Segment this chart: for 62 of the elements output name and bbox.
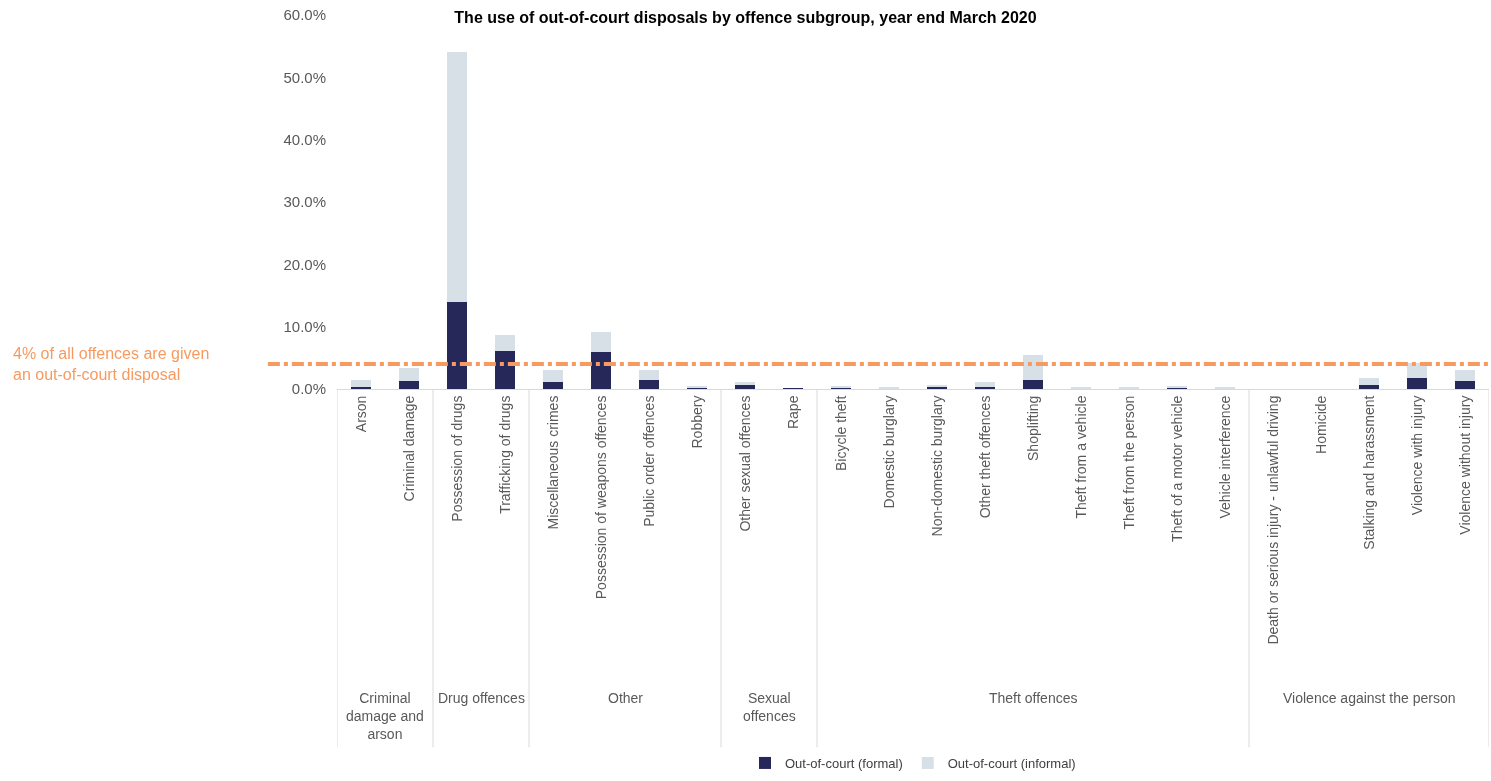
x-tick-label: Theft of a motor vehicle xyxy=(1168,395,1185,542)
bar xyxy=(975,381,995,388)
bar xyxy=(495,350,515,389)
bar xyxy=(591,352,611,389)
legend-label: Out-of-court (formal) xyxy=(785,756,903,772)
bar xyxy=(1455,380,1475,389)
bar xyxy=(495,335,515,351)
x-tick-label: Non-domestic burglary xyxy=(928,395,945,537)
y-tick-label: 20.0% xyxy=(283,255,326,273)
text: Other xyxy=(608,690,644,706)
y-tick-label: 60.0% xyxy=(283,6,326,24)
x-tick-label: Death or serious injury - unlawful driving xyxy=(1264,395,1281,645)
x-tick-label: Shoplifting xyxy=(1024,395,1041,461)
bar xyxy=(543,370,563,382)
bar xyxy=(447,301,467,389)
bar xyxy=(399,380,419,389)
x-tick-label: Miscellaneous crimes xyxy=(544,395,561,530)
x-tick-label: Vehicle interference xyxy=(1216,395,1233,519)
bar xyxy=(1407,377,1427,389)
bar xyxy=(639,369,659,381)
text: Criminal damage and arson xyxy=(346,690,424,743)
y-tick-label: 40.0% xyxy=(283,130,326,148)
text: Theft offences xyxy=(989,690,1078,706)
bar xyxy=(1455,369,1475,381)
x-tick-label: Stalking and harassment xyxy=(1360,395,1377,550)
bar xyxy=(447,51,467,302)
y-tick-label: 10.0% xyxy=(283,317,326,335)
bar xyxy=(543,381,563,389)
text: Sexual offences xyxy=(743,690,796,725)
bar xyxy=(591,332,611,353)
x-tick-label: Theft from a vehicle xyxy=(1072,395,1089,519)
legend-label: Out-of-court (informal) xyxy=(947,756,1076,772)
x-tick-label: Violence with injury xyxy=(1408,395,1425,516)
x-tick-label: Homicide xyxy=(1312,395,1329,454)
x-tick-label: Domestic burglary xyxy=(880,395,897,509)
y-tick-label: 50.0% xyxy=(283,68,326,86)
x-tick-label: Robbery xyxy=(688,395,705,449)
bar xyxy=(639,380,659,389)
x-tick-label: Rape xyxy=(784,395,801,430)
x-tick-label: Theft from the person xyxy=(1120,395,1137,530)
bar xyxy=(1023,355,1043,380)
bar xyxy=(1359,385,1379,389)
text: Drug offences xyxy=(438,690,525,706)
text: Violence against the person xyxy=(1283,690,1456,706)
x-tick-label: Other theft offences xyxy=(976,395,993,519)
bar xyxy=(399,367,419,381)
y-tick-label: 0.0% xyxy=(291,380,326,398)
x-tick-label: Other sexual offences xyxy=(736,395,753,532)
x-tick-label: Trafficking of drugs xyxy=(496,395,513,514)
x-tick-label: Violence without injury xyxy=(1456,395,1473,535)
y-tick-label: 30.0% xyxy=(283,193,326,211)
x-tick-label: Public order offences xyxy=(640,395,657,527)
bar xyxy=(1023,379,1043,389)
x-tick-label: Possession of weapons offences xyxy=(592,395,609,600)
bar xyxy=(1359,377,1379,386)
x-tick-label: Criminal damage xyxy=(400,395,417,502)
x-tick-label: Bicycle theft xyxy=(832,395,849,472)
chart-title: The use of out-of-court disposals by offence subgroup, year end March 2020 xyxy=(454,8,1037,26)
ref-line-label: 4% of all offences are given an out-of-court disposal xyxy=(13,345,210,383)
x-tick-label: Arson xyxy=(352,395,369,433)
bar xyxy=(351,380,371,387)
x-tick-label: Possession of drugs xyxy=(448,395,465,522)
